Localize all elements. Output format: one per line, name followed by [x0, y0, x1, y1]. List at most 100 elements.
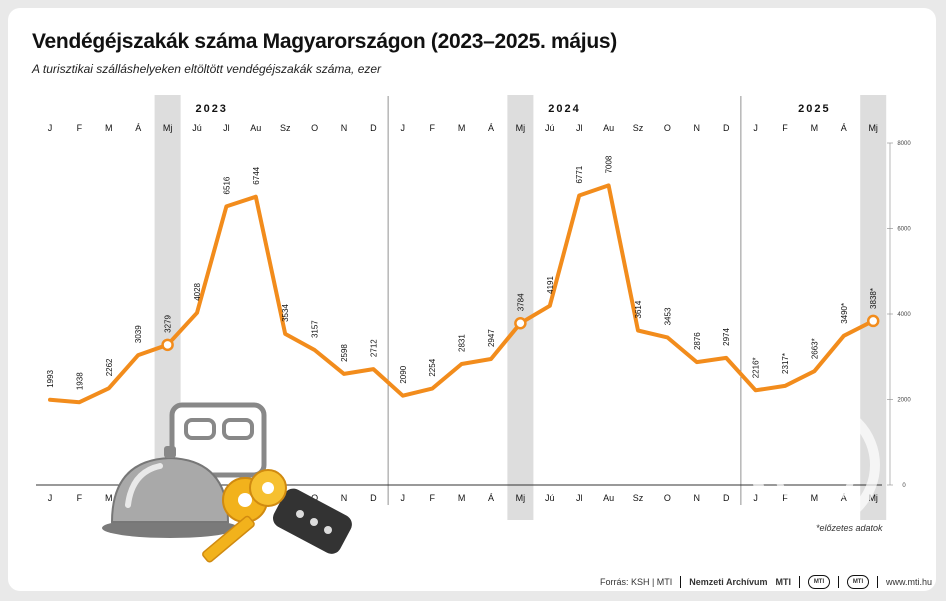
- month-label-top: Á: [488, 123, 494, 133]
- divider: [680, 576, 682, 588]
- month-label-top: Mj: [868, 123, 878, 133]
- tag-dot-icon: [310, 518, 318, 526]
- data-label: 2712: [369, 339, 378, 357]
- month-label-bottom: J: [48, 493, 53, 503]
- preliminary-note: *előzetes adatok: [816, 523, 883, 533]
- footer: Forrás: KSH | MTI Nemzeti Archívum MTI M…: [600, 575, 932, 589]
- hotel-illustration: [102, 402, 352, 563]
- data-label: 4191: [546, 275, 555, 293]
- month-label-top: O: [311, 123, 318, 133]
- month-label-top: D: [723, 123, 730, 133]
- month-label-bottom: N: [341, 493, 348, 503]
- y-tick-label: 6000: [897, 227, 911, 233]
- data-label: 3279: [164, 314, 173, 332]
- year-label: 2023: [195, 103, 227, 115]
- data-point-highlight: [161, 338, 174, 352]
- month-label-top: J: [753, 123, 758, 133]
- data-label: 2090: [399, 365, 408, 383]
- month-label-bottom: Mj: [868, 493, 878, 503]
- month-label-top: Sz: [280, 123, 291, 133]
- divider: [798, 576, 800, 588]
- data-label: 2262: [105, 358, 114, 376]
- y-tick-label: 0: [902, 483, 906, 489]
- month-label-top: Mj: [516, 123, 526, 133]
- data-point-highlight: [866, 314, 880, 328]
- month-label-top: F: [77, 123, 83, 133]
- month-label-top: M: [105, 123, 113, 133]
- data-label: 7008: [605, 155, 614, 173]
- data-label: 3838*: [869, 288, 878, 309]
- chart-title: Vendégéjszakák száma Magyarországon (202…: [32, 30, 617, 53]
- tag-dot-icon: [296, 510, 304, 518]
- data-label: 3784: [516, 293, 525, 311]
- month-label-bottom: Jl: [576, 493, 583, 503]
- data-point-highlight: [514, 316, 527, 330]
- month-label-top: Mj: [163, 123, 173, 133]
- month-label-bottom: O: [311, 493, 318, 503]
- month-label-bottom: J: [753, 493, 758, 503]
- month-label-top: Jú: [545, 123, 555, 133]
- bell-shine-icon: [125, 463, 163, 508]
- data-label: 2317*: [781, 353, 790, 374]
- series-line: [48, 183, 876, 405]
- tag-dot-icon: [324, 526, 332, 534]
- data-label: 4028: [193, 282, 202, 300]
- data-label: 2598: [340, 344, 349, 362]
- watermark-ring: [750, 400, 880, 530]
- month-label-top: D: [370, 123, 377, 133]
- y-tick-label: 2000: [897, 398, 911, 404]
- month-label-top: J: [48, 123, 53, 133]
- month-label-bottom: J: [401, 493, 406, 503]
- y-tick-label: 4000: [897, 312, 911, 318]
- site-text[interactable]: www.mti.hu: [885, 577, 932, 587]
- divider: [876, 576, 878, 588]
- chart-subtitle: A turisztikai szálláshelyeken eltöltött …: [32, 62, 382, 76]
- brand-text: MTI: [775, 577, 791, 587]
- month-label-top: M: [458, 123, 466, 133]
- month-label-top: Au: [603, 123, 614, 133]
- month-label-top: Jl: [576, 123, 583, 133]
- month-label-bottom: Á: [488, 493, 494, 503]
- data-label: 2947: [487, 329, 496, 347]
- month-label-top: O: [664, 123, 671, 133]
- month-label-top: Sz: [633, 123, 644, 133]
- month-label-bottom: D: [370, 493, 377, 503]
- month-label-bottom: M: [458, 493, 466, 503]
- month-label-top: F: [429, 123, 435, 133]
- month-label-bottom: O: [664, 493, 671, 503]
- month-label-bottom: F: [429, 493, 435, 503]
- month-label-top: M: [811, 123, 819, 133]
- watermark-text: MTI: [798, 455, 832, 477]
- data-label: 2663*: [810, 338, 819, 359]
- pillow-icon: [222, 418, 254, 440]
- data-label: 3614: [634, 300, 643, 318]
- month-label-bottom: Jú: [545, 493, 555, 503]
- archive-text: Nemzeti Archívum: [689, 577, 768, 587]
- key-hole-icon: [238, 493, 252, 507]
- data-label: 6744: [252, 166, 261, 184]
- month-label-bottom: N: [694, 493, 701, 503]
- data-label: 2254: [428, 358, 437, 376]
- data-label: 3453: [663, 307, 672, 325]
- month-label-bottom: Á: [841, 493, 847, 503]
- month-label-top: N: [694, 123, 701, 133]
- data-label: 1993: [46, 369, 55, 387]
- month-label-top: Au: [250, 123, 261, 133]
- month-label-top: Á: [841, 123, 847, 133]
- month-label-top: Á: [135, 123, 141, 133]
- data-label: 2831: [458, 334, 467, 352]
- data-label: 2876: [693, 332, 702, 350]
- month-label-bottom: M: [811, 493, 819, 503]
- key-blade-icon: [202, 515, 255, 563]
- month-label-bottom: Sz: [633, 493, 644, 503]
- data-label: 3534: [281, 304, 290, 322]
- month-label-bottom: M: [105, 493, 113, 503]
- month-label-bottom: Mj: [516, 493, 526, 503]
- data-label: 3039: [134, 325, 143, 343]
- data-label: 2974: [722, 328, 731, 346]
- month-label-top: Jl: [223, 123, 230, 133]
- data-label: 2216*: [752, 357, 761, 378]
- month-label-bottom: Au: [603, 493, 614, 503]
- may-highlight-band: [507, 95, 534, 520]
